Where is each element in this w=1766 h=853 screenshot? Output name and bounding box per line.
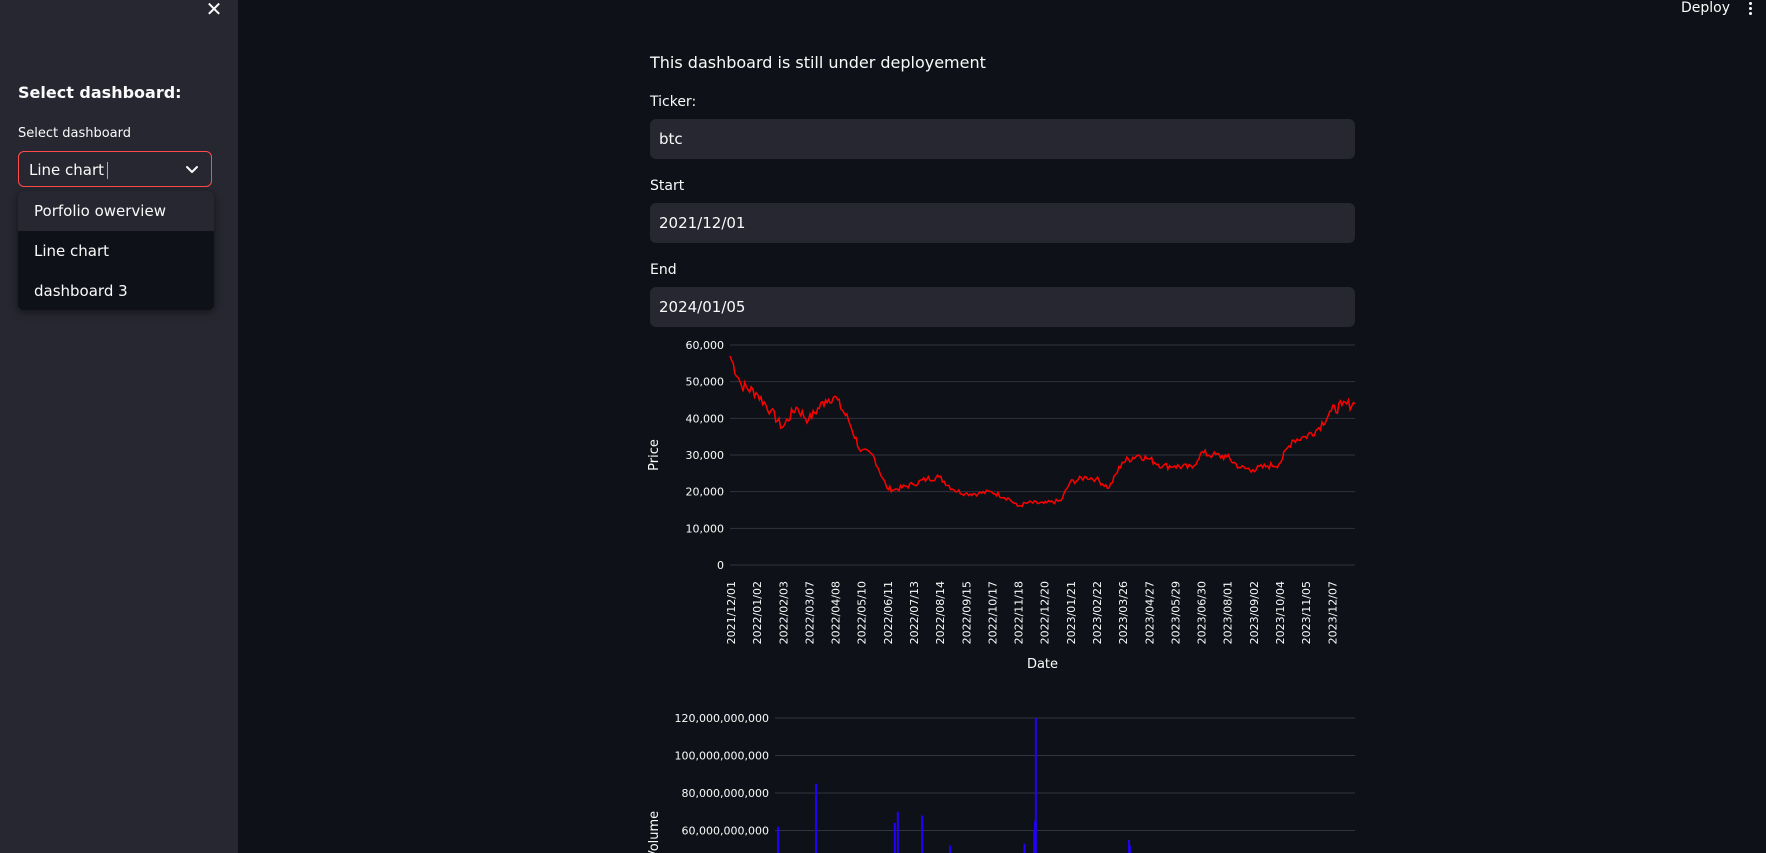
option-portfolio-overview[interactable]: Porfolio owerview: [18, 191, 214, 231]
volume-bar-chart: 60,000,000,000 80,000,000,000 100,000,000,…: [647, 712, 1355, 853]
volume-bar: [1023, 843, 1026, 853]
price-x-tick-label: 2021/12/01: [725, 581, 738, 644]
price-y-tick-label: 50,000: [686, 376, 725, 389]
volume-y-tick-label: 100,000,000,000: [675, 750, 769, 763]
price-x-tick-label: 2023/09/02: [1248, 581, 1261, 644]
price-x-tick-label: 2023/08/01: [1222, 581, 1235, 644]
close-icon: ✕: [205, 0, 223, 21]
price-x-tick-label: 2023/12/07: [1326, 581, 1339, 644]
main-menu-icon[interactable]: [1744, 0, 1756, 18]
price-x-tick-label: 2023/06/30: [1196, 581, 1209, 644]
price-series-line: [729, 355, 1356, 508]
price-x-tick-label: 2023/02/22: [1091, 581, 1104, 644]
price-y-tick-label: 10,000: [686, 522, 725, 535]
start-label: Start: [650, 178, 685, 194]
price-x-tick-label: 2023/10/04: [1274, 581, 1287, 644]
price-y-tick-label: 0: [717, 559, 724, 572]
price-y-tick-label: 30,000: [686, 449, 725, 462]
price-x-tick-label: 2023/11/05: [1300, 581, 1313, 644]
sidebar: ✕ Select dashboard: Select dashboard Lin…: [0, 0, 238, 853]
price-y-axis-title: Price: [647, 439, 662, 471]
deploy-button[interactable]: Deploy: [1681, 0, 1731, 16]
price-x-tick-label: 2022/11/18: [1013, 581, 1026, 644]
price-x-tick-label: 2022/02/03: [777, 581, 790, 644]
volume-y-tick-label: 60,000,000,000: [682, 825, 769, 838]
volume-bar: [949, 845, 952, 853]
end-date-input[interactable]: [650, 287, 1355, 327]
volume-bar: [921, 815, 924, 853]
close-sidebar-button[interactable]: ✕: [203, 0, 225, 20]
price-x-tick-label: 2022/12/20: [1039, 581, 1052, 644]
dashboard-select-value[interactable]: Line chart: [29, 161, 109, 179]
option-dashboard-3[interactable]: dashboard 3: [34, 282, 128, 300]
volume-bar: [893, 823, 896, 853]
volume-bar: [1034, 718, 1037, 853]
volume-y-axis-title: Volume: [647, 811, 662, 853]
dashboard-select[interactable]: Line chart: [18, 151, 212, 187]
volume-bar: [777, 826, 780, 853]
price-y-tick-label: 40,000: [686, 412, 725, 425]
volume-bar: [1128, 845, 1131, 853]
volume-bar: [896, 811, 899, 853]
price-x-tick-label: 2022/06/11: [882, 581, 895, 644]
price-y-tick-label: 20,000: [686, 486, 725, 499]
dashboard-dropdown: Porfolio owerview Line chart dashboard 3: [18, 191, 214, 310]
price-x-tick-label: 2022/10/17: [986, 581, 999, 644]
price-x-tick-label: 2022/01/02: [751, 581, 764, 644]
volume-bar: [814, 783, 817, 853]
option-line-chart[interactable]: Line chart: [34, 242, 110, 260]
sidebar-heading: Select dashboard:: [18, 83, 182, 102]
price-x-tick-label: 2022/09/15: [960, 581, 973, 644]
price-x-tick-label: 2022/04/08: [830, 581, 843, 644]
price-x-tick-label: 2022/03/07: [803, 581, 816, 644]
price-x-axis-title: Date: [1027, 657, 1058, 672]
price-line-chart: 0 10,000 20,000 30,000 40,000 50,000 60,000 202…: [647, 339, 1356, 672]
price-x-tick-label: 2023/04/27: [1143, 581, 1156, 644]
price-x-tick-label: 2023/03/26: [1117, 581, 1130, 644]
volume-y-tick-label: 80,000,000,000: [682, 787, 769, 800]
start-date-input[interactable]: [650, 203, 1355, 243]
price-x-tick-label: 2023/01/21: [1065, 581, 1078, 644]
select-dashboard-label: Select dashboard: [18, 126, 132, 141]
deployment-note: This dashboard is still under deployemen…: [650, 53, 986, 72]
end-label: End: [650, 262, 677, 278]
price-x-tick-label: 2022/05/10: [856, 581, 869, 644]
ticker-label: Ticker:: [650, 94, 697, 110]
chevron-down-icon[interactable]: [183, 160, 201, 178]
price-y-tick-label: 60,000: [686, 339, 725, 352]
volume-y-tick-label: 120,000,000,000: [675, 712, 769, 725]
price-x-tick-label: 2022/07/13: [908, 581, 921, 644]
price-x-tick-label: 2022/08/14: [934, 581, 947, 644]
price-x-tick-label: 2023/05/29: [1169, 581, 1182, 644]
ticker-input[interactable]: [650, 119, 1355, 159]
